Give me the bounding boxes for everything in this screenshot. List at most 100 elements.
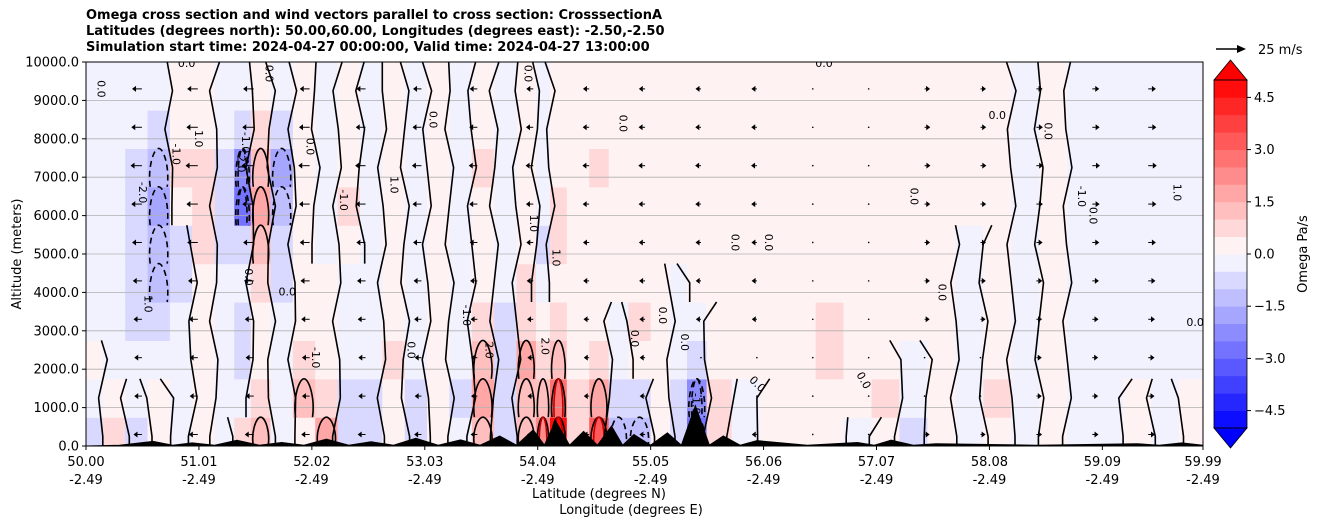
omega-cell	[927, 378, 956, 418]
omega-cell	[494, 225, 518, 265]
wind-vector-head	[355, 162, 360, 169]
omega-cell	[86, 62, 104, 111]
wind-vector-head	[131, 124, 136, 131]
wind-vector	[811, 241, 814, 244]
wind-vector-head	[751, 124, 756, 131]
omega-cell	[1151, 340, 1180, 380]
x-tick-label-lat: 51.01	[180, 455, 217, 470]
colorbar-tick-label: −1.5	[1254, 300, 1286, 315]
omega-cell	[687, 302, 708, 341]
contour-line-zero	[186, 225, 199, 446]
wind-vector-head	[356, 239, 361, 246]
x-tick-label-lat: 57.07	[858, 455, 895, 470]
wind-vector	[811, 164, 814, 167]
omega-cell	[1151, 225, 1180, 265]
y-tick-label: 5000.0	[34, 248, 80, 263]
omega-cell	[670, 378, 688, 418]
omega-cell	[670, 148, 688, 188]
wind-vector	[867, 164, 870, 167]
omega-cell	[731, 62, 761, 111]
omega-cell	[427, 302, 450, 341]
omega-cell	[292, 62, 316, 111]
wind-vector-head	[1094, 431, 1099, 438]
contour-line-zero	[264, 62, 277, 446]
omega-cell	[359, 186, 383, 226]
omega-cell	[815, 340, 845, 380]
contour-label: 0.0	[935, 284, 948, 302]
wind-vector-head	[639, 431, 644, 438]
wind-vector-head	[1151, 85, 1156, 92]
omega-cell	[250, 302, 272, 341]
omega-cell	[1151, 148, 1180, 188]
omega-cell	[494, 148, 518, 188]
contour-line-zero	[544, 62, 556, 302]
wind-vector-head	[751, 316, 756, 323]
omega-cell	[337, 225, 361, 265]
omega-cell	[102, 62, 126, 111]
wind-vector-head	[1038, 239, 1043, 246]
omega-cell	[628, 186, 652, 226]
omega-cell	[169, 148, 193, 188]
contour-label: -1.0	[169, 144, 182, 165]
wind-vector-head	[582, 85, 587, 92]
wind-vector	[867, 395, 870, 397]
omega-cell	[871, 148, 901, 188]
wind-vector-head	[525, 124, 530, 131]
omega-cell	[983, 340, 1012, 380]
wind-vector-head	[695, 124, 700, 131]
omega-cell	[589, 302, 610, 341]
omega-cell	[102, 340, 126, 380]
omega-cell	[843, 378, 873, 418]
wind-vector-head	[981, 431, 986, 438]
omega-cell	[843, 263, 873, 303]
omega-cell	[787, 263, 817, 303]
wind-vector-head	[470, 316, 475, 323]
wind-vector-head	[1094, 393, 1099, 400]
x-axis-label-latitude: Latitude (degrees N)	[532, 487, 666, 502]
omega-cell	[650, 148, 671, 188]
omega-cell	[315, 62, 339, 111]
contour-line-zero	[645, 378, 656, 446]
omega-cell	[234, 417, 252, 446]
omega-cell	[536, 302, 551, 341]
wind-vector-head	[299, 239, 304, 246]
wind-vector-head	[1095, 201, 1100, 208]
colorbar-swatch	[1214, 80, 1247, 98]
wind-vector-head	[243, 277, 248, 284]
omega-cell	[427, 378, 450, 418]
wind-vector-head	[638, 124, 643, 131]
colorbar-swatch	[1214, 149, 1247, 168]
wind-vector-head	[130, 162, 135, 169]
contour-label: 2.0	[483, 341, 496, 359]
omega-cell	[566, 148, 590, 188]
colorbar-swatch	[1214, 254, 1247, 272]
omega-cell	[670, 110, 688, 149]
omega-cell	[1179, 340, 1203, 380]
wind-vector-head	[301, 354, 306, 361]
y-tick-label: 2000.0	[34, 363, 80, 378]
omega-cell	[787, 186, 817, 226]
omega-cell	[1039, 225, 1068, 265]
omega-cell	[292, 186, 316, 226]
y-tick-label: 1000.0	[34, 401, 80, 416]
omega-cell	[815, 110, 845, 149]
omega-cell	[449, 225, 473, 265]
omega-cell	[169, 417, 193, 446]
omega-cell	[871, 378, 901, 418]
omega-cell	[706, 340, 733, 380]
wind-vector-head	[981, 277, 986, 284]
wind-vector-head	[242, 201, 247, 208]
omega-cell	[214, 263, 235, 303]
wind-vector	[867, 280, 870, 282]
omega-cell	[449, 110, 473, 149]
omega-cell	[192, 186, 216, 226]
contour-line-zero	[1170, 378, 1185, 446]
omega-cell	[899, 62, 928, 111]
omega-cell	[706, 186, 733, 226]
omega-cell	[1067, 302, 1096, 341]
wind-vector-head	[926, 162, 931, 169]
omega-cell	[687, 110, 708, 149]
colorbar-tick-label: −4.5	[1254, 404, 1286, 419]
wind-vector-head	[132, 277, 137, 284]
omega-cell	[628, 225, 652, 265]
